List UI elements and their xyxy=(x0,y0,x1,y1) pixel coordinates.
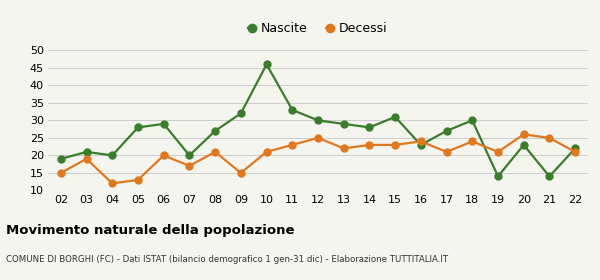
Decessi xyxy=(366,143,373,147)
Decessi xyxy=(83,157,90,161)
Nascite xyxy=(546,175,553,178)
Nascite xyxy=(57,157,64,161)
Text: Movimento naturale della popolazione: Movimento naturale della popolazione xyxy=(6,224,295,237)
Text: COMUNE DI BORGHI (FC) - Dati ISTAT (bilancio demografico 1 gen-31 dic) - Elabora: COMUNE DI BORGHI (FC) - Dati ISTAT (bila… xyxy=(6,255,448,264)
Nascite xyxy=(237,112,244,115)
Decessi xyxy=(186,164,193,167)
Nascite xyxy=(109,154,116,157)
Decessi xyxy=(340,147,347,150)
Decessi xyxy=(443,150,450,153)
Line: Nascite: Nascite xyxy=(58,61,578,180)
Decessi xyxy=(392,143,399,147)
Nascite xyxy=(186,154,193,157)
Legend: Nascite, Decessi: Nascite, Decessi xyxy=(244,17,392,40)
Nascite xyxy=(212,129,219,132)
Decessi xyxy=(57,171,64,175)
Decessi xyxy=(417,140,424,143)
Decessi xyxy=(160,154,167,157)
Decessi xyxy=(212,150,219,153)
Decessi xyxy=(289,143,296,147)
Decessi xyxy=(237,171,244,175)
Decessi xyxy=(572,150,579,153)
Nascite xyxy=(289,108,296,111)
Nascite xyxy=(314,119,322,122)
Decessi xyxy=(263,150,270,153)
Nascite xyxy=(443,129,450,132)
Nascite xyxy=(160,122,167,125)
Decessi xyxy=(314,136,322,139)
Nascite xyxy=(340,122,347,125)
Nascite xyxy=(366,126,373,129)
Decessi xyxy=(494,150,502,153)
Nascite xyxy=(572,147,579,150)
Decessi xyxy=(546,136,553,139)
Nascite xyxy=(469,119,476,122)
Nascite xyxy=(83,150,90,153)
Nascite xyxy=(392,115,399,119)
Line: Decessi: Decessi xyxy=(58,131,578,187)
Nascite xyxy=(520,143,527,147)
Decessi xyxy=(520,133,527,136)
Nascite xyxy=(494,175,502,178)
Nascite xyxy=(134,126,142,129)
Decessi xyxy=(469,140,476,143)
Nascite xyxy=(417,143,424,147)
Decessi xyxy=(134,178,142,181)
Nascite xyxy=(263,63,270,66)
Decessi xyxy=(109,182,116,185)
